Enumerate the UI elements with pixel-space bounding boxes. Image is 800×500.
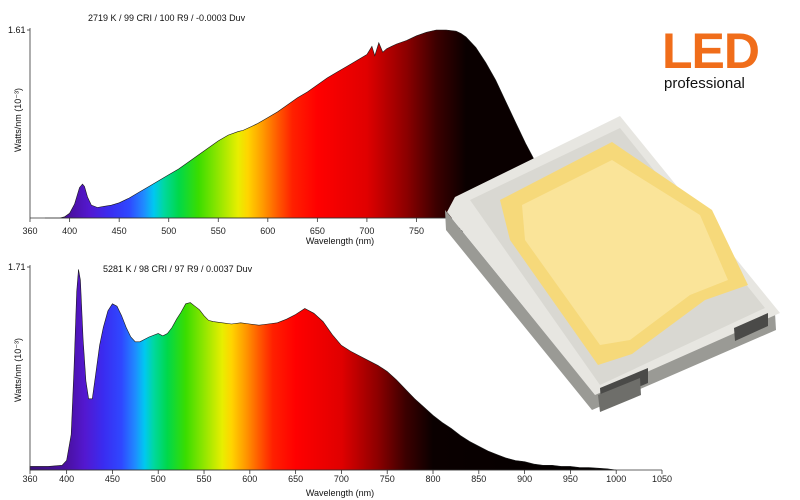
y-axis-title: Watts/nm (10⁻³) xyxy=(13,88,23,152)
x-tick-label: 750 xyxy=(409,226,424,236)
x-tick-label: 550 xyxy=(211,226,226,236)
x-tick-label: 700 xyxy=(334,474,349,484)
x-tick-label: 600 xyxy=(242,474,257,484)
x-tick-label: 700 xyxy=(359,226,374,236)
x-tick-label: 1000 xyxy=(606,474,626,484)
x-axis-title: Wavelength (nm) xyxy=(306,236,374,246)
x-tick-label: 950 xyxy=(563,474,578,484)
y-max-label: 1.71 xyxy=(8,262,26,272)
x-tick-label: 360 xyxy=(22,474,37,484)
y-max-label: 1.61 xyxy=(8,25,26,35)
led-chip-illustration xyxy=(445,116,780,412)
x-tick-label: 400 xyxy=(59,474,74,484)
x-tick-label: 600 xyxy=(260,226,275,236)
x-tick-label: 360 xyxy=(22,226,37,236)
spectrum-area xyxy=(44,29,566,219)
x-tick-label: 800 xyxy=(425,474,440,484)
x-tick-label: 450 xyxy=(112,226,127,236)
spectrum-chart-top: 3604004505005506006507007508001.61Watts/… xyxy=(8,13,566,246)
chart-title: 5281 K / 98 CRI / 97 R9 / 0.0037 Duv xyxy=(103,264,253,274)
x-tick-label: 450 xyxy=(105,474,120,484)
brand-logo: LED xyxy=(662,23,760,79)
x-tick-label: 500 xyxy=(161,226,176,236)
brand-logo-subtitle: professional xyxy=(664,75,745,92)
spectrum-chart-bottom: 360 400 450 500 550 600 650 700 750 800 850 900 950 1… xyxy=(8,262,672,498)
x-tick-label: 400 xyxy=(62,226,77,236)
x-tick-label: 650 xyxy=(288,474,303,484)
led-chip-phosphor-glow xyxy=(522,160,728,345)
x-tick-label: 900 xyxy=(517,474,532,484)
x-tick-label: 850 xyxy=(471,474,486,484)
led-chip-pad-front xyxy=(598,378,641,412)
led-chip-body-side xyxy=(445,210,776,410)
chart-title: 2719 K / 99 CRI / 100 R9 / -0.0003 Duv xyxy=(88,13,246,23)
x-tick-label: 500 xyxy=(151,474,166,484)
y-axis-title: Watts/nm (10⁻³) xyxy=(13,338,23,402)
x-tick-label: 750 xyxy=(380,474,395,484)
led-chip-pad-right xyxy=(734,313,768,341)
spectrum-area xyxy=(29,269,617,471)
x-axis-title: Wavelength (nm) xyxy=(306,488,374,498)
x-tick-label: 650 xyxy=(310,226,325,236)
x-tick-label: 550 xyxy=(197,474,212,484)
x-tick-label: 1050 xyxy=(652,474,672,484)
